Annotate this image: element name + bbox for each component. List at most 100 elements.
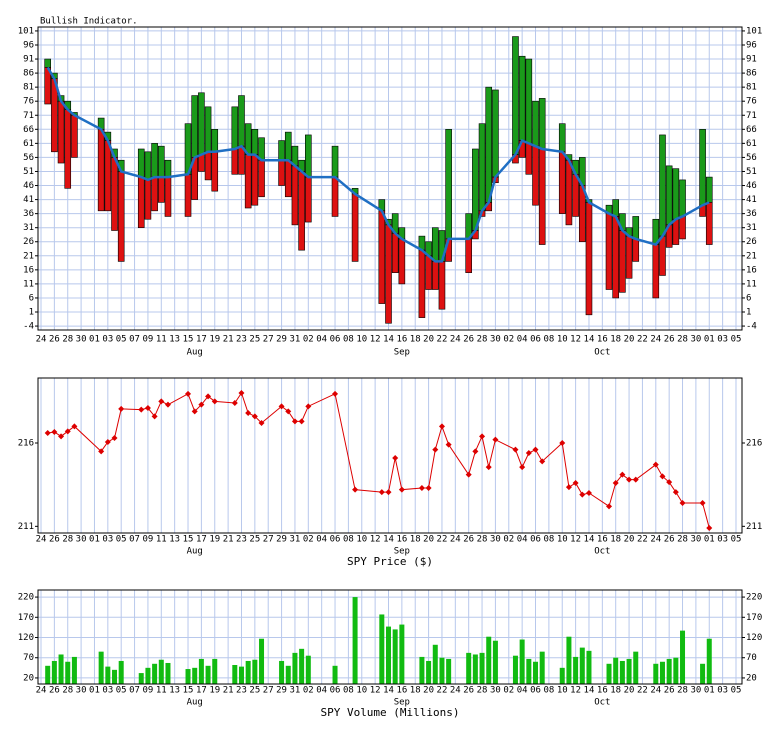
volume-bar <box>71 656 77 684</box>
volume-bar <box>606 663 612 684</box>
price-marker <box>211 398 218 405</box>
y-tick-label: 216 <box>746 439 762 449</box>
price-marker <box>585 490 592 496</box>
y-tick-label: 71 <box>23 111 34 121</box>
price-marker <box>432 446 439 453</box>
bearish-segment <box>64 109 72 189</box>
x-tick-label: 22 <box>437 335 448 345</box>
x-tick-label: 24 <box>36 335 47 345</box>
x-tick-label: 10 <box>356 686 367 696</box>
x-tick-label: 06 <box>530 686 541 696</box>
volume-bar <box>118 660 124 684</box>
y-tick-label: 216 <box>18 439 34 449</box>
x-tick-label: 29 <box>276 335 287 345</box>
x-tick-label: 05 <box>731 686 742 696</box>
price-marker <box>672 489 679 496</box>
x-tick-label: 24 <box>450 535 461 545</box>
x-tick-label: 17 <box>196 335 207 345</box>
volume-bar <box>706 638 712 684</box>
bearish-segment <box>418 249 426 318</box>
x-tick-label: 08 <box>343 535 354 545</box>
x-tick-label: 27 <box>263 535 274 545</box>
volume-bar <box>466 652 472 684</box>
bearish-segment <box>151 176 158 212</box>
volume-bar <box>512 655 518 684</box>
volume-bar <box>138 673 144 684</box>
y-tick-label: 21 <box>23 251 34 261</box>
x-tick-label: 05 <box>116 535 127 545</box>
x-tick-label: 16 <box>396 335 407 345</box>
y-tick-label: 120 <box>18 633 34 643</box>
x-tick-label: 22 <box>637 335 648 345</box>
bullish-segment <box>632 216 640 240</box>
y-tick-label: 31 <box>746 223 757 233</box>
price-marker <box>378 489 385 496</box>
y-tick-label: 101 <box>18 26 34 36</box>
x-tick-label: 21 <box>223 686 234 696</box>
bearish-segment <box>204 151 212 181</box>
y-tick-label: 46 <box>23 181 34 191</box>
price-marker <box>111 435 118 441</box>
plot-frame <box>37 377 743 534</box>
volume-bar <box>245 660 251 684</box>
bearish-segment <box>525 143 533 175</box>
x-tick-label: 25 <box>249 535 260 545</box>
y-tick-label: 61 <box>746 139 757 149</box>
price-marker <box>652 461 659 468</box>
x-tick-label: 20 <box>624 535 635 545</box>
x-tick-label: 01 <box>89 535 100 545</box>
x-tick-label: 07 <box>129 335 140 345</box>
x-tick-label: 18 <box>410 686 421 696</box>
y-tick-label: 6 <box>29 293 34 303</box>
price-marker <box>198 401 205 408</box>
x-tick-label: 02 <box>303 686 314 696</box>
x-tick-label: 26 <box>463 335 474 345</box>
x-tick-label: 15 <box>183 335 194 345</box>
bearish-segment <box>184 173 192 217</box>
month-label: Sep <box>394 547 410 557</box>
volume-bar <box>332 665 338 684</box>
price-marker <box>492 436 499 443</box>
y-tick-label: 96 <box>23 40 34 50</box>
x-tick-label: 21 <box>223 535 234 545</box>
price-marker <box>699 500 706 506</box>
y-tick-label: 70 <box>746 653 757 663</box>
price-marker <box>485 464 492 471</box>
price-marker <box>64 428 71 435</box>
volume-bar <box>192 667 198 684</box>
volume-bar <box>566 636 572 684</box>
x-tick-label: 12 <box>370 335 381 345</box>
x-tick-label: 30 <box>490 686 501 696</box>
x-tick-label: 23 <box>236 686 247 696</box>
volume-bar <box>259 638 265 684</box>
bullish-segment <box>144 151 152 181</box>
x-axis-label: SPY Price ($) <box>347 555 433 568</box>
y-tick-label: 81 <box>23 83 34 93</box>
y-tick-label: 16 <box>23 265 34 275</box>
x-tick-label: 26 <box>664 535 675 545</box>
x-axis-label: SPY Volume (Millions) <box>320 706 459 719</box>
x-tick-label: 16 <box>396 535 407 545</box>
volume-bar <box>659 661 665 684</box>
y-tick-label: 11 <box>746 279 757 289</box>
bullish-segment <box>211 129 219 153</box>
x-tick-label: 22 <box>437 535 448 545</box>
volume-bar <box>472 654 478 684</box>
x-tick-label: 28 <box>477 686 488 696</box>
x-tick-label: 19 <box>209 335 220 345</box>
x-tick-label: 29 <box>276 535 287 545</box>
volume-bar <box>45 665 51 684</box>
volume-bar <box>98 651 104 684</box>
y-tick-label: 86 <box>746 69 757 79</box>
volume-bar <box>305 655 311 684</box>
x-tick-label: 10 <box>356 335 367 345</box>
bearish-segment <box>298 171 305 251</box>
volume-bar <box>439 657 445 684</box>
x-tick-label: 06 <box>530 535 541 545</box>
x-tick-label: 01 <box>89 335 100 345</box>
y-tick-label: 56 <box>23 153 34 163</box>
volume-bar <box>479 652 485 684</box>
x-tick-label: 03 <box>717 686 728 696</box>
y-tick-label: 51 <box>746 167 757 177</box>
